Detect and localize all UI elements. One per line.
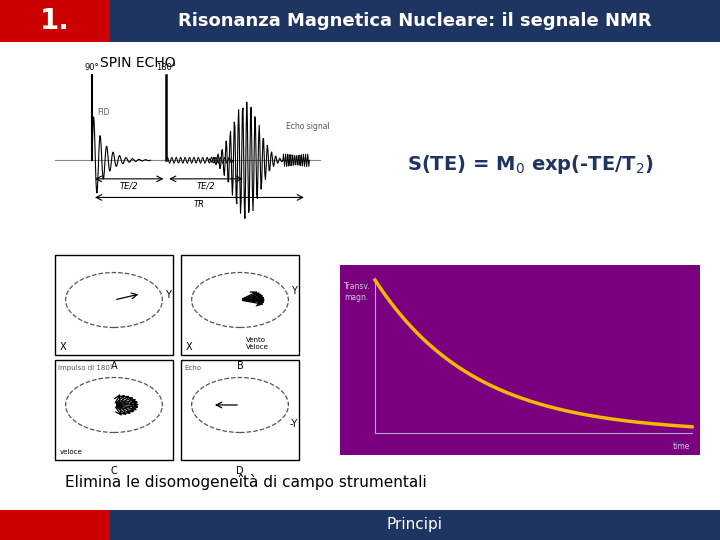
Text: TR: TR xyxy=(194,200,205,210)
Text: Echo: Echo xyxy=(184,365,201,371)
Text: 90°: 90° xyxy=(85,63,99,72)
Bar xyxy=(0,0,110,42)
Text: Risonanza Magnetica Nucleare: il segnale NMR: Risonanza Magnetica Nucleare: il segnale… xyxy=(178,12,652,30)
Text: Principi: Principi xyxy=(387,517,443,532)
Text: time: time xyxy=(672,442,690,451)
Text: SPIN ECHO: SPIN ECHO xyxy=(100,56,176,70)
Text: A: A xyxy=(111,361,117,371)
Bar xyxy=(181,255,299,355)
Text: -Y: -Y xyxy=(290,419,298,429)
Text: Impulso di 180°: Impulso di 180° xyxy=(58,364,113,372)
Text: FID: FID xyxy=(97,108,109,117)
Text: 1.: 1. xyxy=(40,7,70,35)
Bar xyxy=(55,255,173,355)
Text: Elimina le disomogeneîtà di campo strumentali: Elimina le disomogeneîtà di campo strume… xyxy=(65,474,427,490)
Text: X: X xyxy=(186,342,193,352)
Text: D: D xyxy=(236,466,244,476)
Text: B: B xyxy=(237,361,243,371)
Bar xyxy=(110,0,720,42)
Text: S(TE) = M$_0$ exp(-TE/T$_2$): S(TE) = M$_0$ exp(-TE/T$_2$) xyxy=(407,153,653,177)
Bar xyxy=(181,360,299,460)
Text: Y: Y xyxy=(291,286,297,296)
Text: Veloce: Veloce xyxy=(246,344,269,350)
Text: 180°: 180° xyxy=(156,63,176,72)
Text: Echo signal: Echo signal xyxy=(286,122,330,131)
Bar xyxy=(0,510,110,540)
Text: TE/2: TE/2 xyxy=(197,182,215,191)
Text: X: X xyxy=(60,342,67,352)
Bar xyxy=(340,265,700,455)
Text: TE/2: TE/2 xyxy=(120,182,138,191)
Bar xyxy=(55,360,173,460)
Bar xyxy=(110,510,720,540)
Text: Transv.
magn.: Transv. magn. xyxy=(344,282,371,302)
Text: Y: Y xyxy=(165,290,171,300)
Text: Vento: Vento xyxy=(246,337,266,343)
Text: C: C xyxy=(111,466,117,476)
Text: veloce: veloce xyxy=(60,449,83,455)
